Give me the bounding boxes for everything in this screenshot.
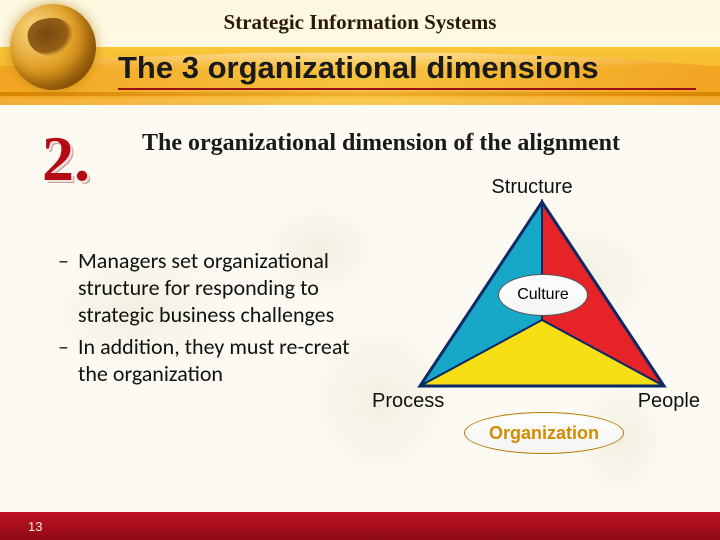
bottom-oval-organization: Organization [464, 412, 624, 454]
bullet-list: Managers set organizational structure fo… [58, 248, 380, 394]
center-oval-culture: Culture [498, 274, 588, 316]
section-heading: The organizational dimension of the alig… [142, 128, 688, 158]
vertex-label-top: Structure [380, 176, 684, 199]
footer-bar [0, 512, 720, 540]
vertex-label-left: Process [372, 390, 444, 413]
organization-triangle-diagram: Structure Process People Culture Organiz… [380, 180, 704, 460]
page-number: 13 [28, 519, 42, 534]
vertex-label-right: People [638, 390, 700, 413]
course-title: Strategic Information Systems [0, 10, 720, 35]
slide-title: The 3 organizational dimensions [118, 50, 700, 86]
section-number: 2. [42, 122, 90, 196]
header-divider [0, 92, 720, 96]
list-item: Managers set organizational structure fo… [58, 248, 380, 328]
list-item: In addition, they must re-creat the orga… [58, 334, 380, 388]
